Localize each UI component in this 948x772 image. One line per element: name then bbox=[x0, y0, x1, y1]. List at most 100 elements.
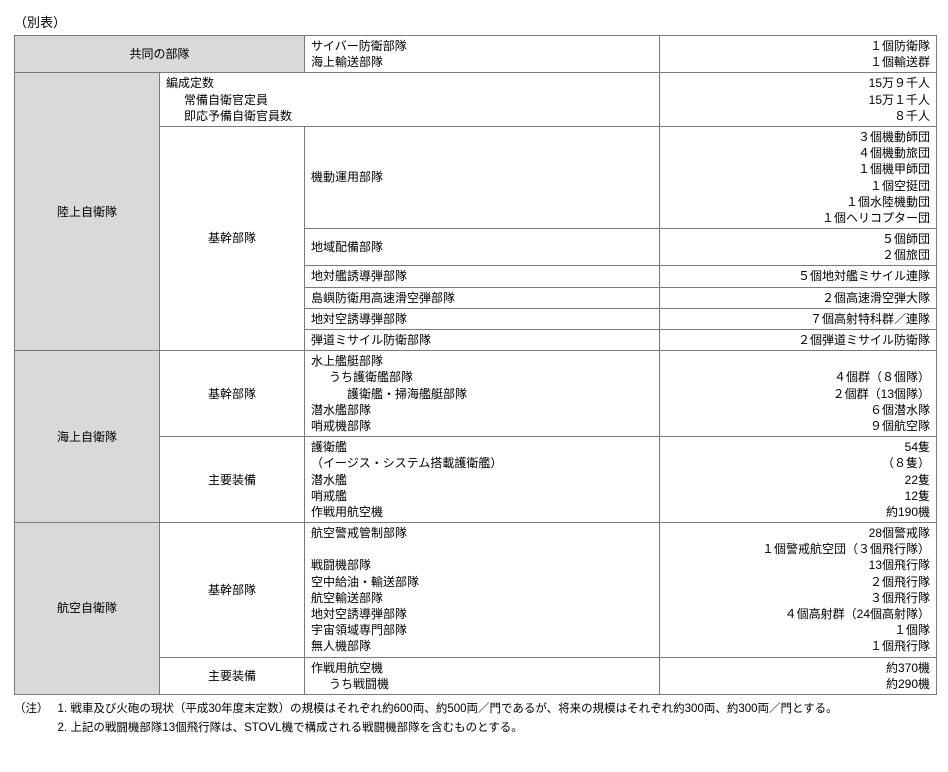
cell-text: 約290機 bbox=[886, 677, 930, 691]
cell-text: ４個群（８個隊） bbox=[834, 370, 930, 384]
gsdf-regional-label: 地域配備部隊 bbox=[305, 229, 660, 266]
table-row: 共同の部隊 サイバー防衛部隊 海上輸送部隊 １個防衛隊 １個輸送群 bbox=[15, 36, 937, 73]
cell-text: 哨戒艦 bbox=[311, 489, 347, 503]
cell-text: 空中給油・輸送部隊 bbox=[311, 575, 419, 589]
cell-text: 戦闘機部隊 bbox=[311, 558, 371, 572]
gsdf-personnel-values: 15万９千人 15万１千人 ８千人 bbox=[660, 73, 937, 127]
cell-text: 護衛艦 bbox=[311, 440, 347, 454]
cell-text: 54隻 bbox=[905, 440, 930, 454]
cell-text: 約370機 bbox=[886, 661, 930, 675]
cell-text: 宇宙領域専門部隊 bbox=[311, 623, 407, 637]
notes: （注） 戦車及び火砲の現状（平成30年度末定数）の規模はそれぞれ約600両、約5… bbox=[14, 701, 934, 738]
cell-text: １個機甲師団 bbox=[858, 162, 930, 176]
note-item: 上記の戦闘機部隊13個飛行隊は、STOVL機で構成される戦闘機部隊を含むものとす… bbox=[70, 720, 837, 737]
cell-text: 潜水艦部隊 bbox=[311, 403, 371, 417]
gsdf-island-label: 島嶼防衛用高速滑空弾部隊 bbox=[305, 287, 660, 308]
msdf-equip-label: 主要装備 bbox=[160, 437, 305, 523]
notes-list: 戦車及び火砲の現状（平成30年度末定数）の規模はそれぞれ約600両、約500両／… bbox=[54, 701, 837, 738]
cell-text: １個水陸機動団 bbox=[846, 195, 930, 209]
joint-values: １個防衛隊 １個輸送群 bbox=[660, 36, 937, 73]
cell-text: １個ヘリコプター団 bbox=[822, 211, 930, 225]
cell-text: 潜水艦 bbox=[311, 473, 347, 487]
cell-text: １個空挺団 bbox=[870, 179, 930, 193]
cell-text: 地対空誘導弾部隊 bbox=[311, 607, 407, 621]
cell-text: １個防衛隊 bbox=[870, 39, 930, 53]
asdf-header: 航空自衛隊 bbox=[15, 523, 160, 695]
cell-text: 海上輸送部隊 bbox=[311, 55, 383, 69]
gsdf-personnel-lines: 編成定数 常備自衛官定員 即応予備自衛官員数 bbox=[160, 73, 660, 127]
msdf-equip-values: 54隻 （８隻） 22隻 12隻 約190機 bbox=[660, 437, 937, 523]
gsdf-header: 陸上自衛隊 bbox=[15, 73, 160, 351]
cell-text: １個警戒航空団（３個飛行隊） bbox=[762, 542, 930, 556]
cell-text: （８隻） bbox=[882, 456, 930, 470]
cell-text: ４個高射群（24個高射隊） bbox=[785, 607, 930, 621]
cell-text: 12隻 bbox=[905, 489, 930, 503]
cell-text: 即応予備自衛官員数 bbox=[166, 108, 292, 124]
notes-label: （注） bbox=[14, 701, 54, 738]
cell-text: 航空警戒管制部隊 bbox=[311, 526, 407, 540]
table-title: （別表） bbox=[14, 12, 934, 31]
cell-text: ３個飛行隊 bbox=[870, 591, 930, 605]
cell-text: （イージス・システム搭載護衛艦） bbox=[311, 456, 502, 470]
gsdf-ashm-value: ５個地対艦ミサイル連隊 bbox=[660, 266, 937, 287]
asdf-core-lines: 航空警戒管制部隊 戦闘機部隊 空中給油・輸送部隊 航空輸送部隊 地対空誘導弾部隊… bbox=[305, 523, 660, 658]
cell-text: ４個機動旅団 bbox=[858, 146, 930, 160]
cell-text: 無人機部隊 bbox=[311, 639, 371, 653]
cell-text: 22隻 bbox=[905, 473, 930, 487]
gsdf-regional-values: ５個師団 ２個旅団 bbox=[660, 229, 937, 266]
cell-text: ２個旅団 bbox=[882, 248, 930, 262]
note-item: 戦車及び火砲の現状（平成30年度末定数）の規模はそれぞれ約600両、約500両／… bbox=[70, 701, 837, 718]
cell-text: ６個潜水隊 bbox=[870, 403, 930, 417]
cell-text: ８千人 bbox=[894, 109, 930, 123]
cell-text: 哨戒機部隊 bbox=[311, 419, 371, 433]
cell-text: １個飛行隊 bbox=[870, 639, 930, 653]
cell-text: 28個警戒隊 bbox=[869, 526, 930, 540]
gsdf-sam-label: 地対空誘導弾部隊 bbox=[305, 308, 660, 329]
gsdf-bmd-value: ２個弾道ミサイル防衛隊 bbox=[660, 330, 937, 351]
cell-text: １個輸送群 bbox=[870, 55, 930, 69]
msdf-header: 海上自衛隊 bbox=[15, 351, 160, 523]
msdf-equip-lines: 護衛艦 （イージス・システム搭載護衛艦） 潜水艦 哨戒艦 作戦用航空機 bbox=[305, 437, 660, 523]
cell-text: サイバー防衛部隊 bbox=[311, 39, 407, 53]
cell-text: 作戦用航空機 bbox=[311, 661, 383, 675]
joint-units: サイバー防衛部隊 海上輸送部隊 bbox=[305, 36, 660, 73]
cell-text: 15万９千人 bbox=[869, 76, 930, 90]
gsdf-mobile-values: ３個機動師団 ４個機動旅団 １個機甲師団 １個空挺団 １個水陸機動団 １個ヘリコ… bbox=[660, 126, 937, 228]
cell-text: 約190機 bbox=[886, 505, 930, 519]
asdf-equip-values: 約370機 約290機 bbox=[660, 657, 937, 694]
appendix-table: 共同の部隊 サイバー防衛部隊 海上輸送部隊 １個防衛隊 １個輸送群 陸上自衛隊 … bbox=[14, 35, 937, 695]
asdf-core-values: 28個警戒隊 １個警戒航空団（３個飛行隊） 13個飛行隊 ２個飛行隊 ３個飛行隊… bbox=[660, 523, 937, 658]
gsdf-island-value: ２個高速滑空弾大隊 bbox=[660, 287, 937, 308]
gsdf-bmd-label: 弾道ミサイル防衛部隊 bbox=[305, 330, 660, 351]
cell-text: うち戦闘機 bbox=[311, 676, 389, 692]
gsdf-core-label: 基幹部隊 bbox=[160, 126, 305, 350]
cell-text: ３個機動師団 bbox=[858, 130, 930, 144]
gsdf-ashm-label: 地対艦誘導弾部隊 bbox=[305, 266, 660, 287]
msdf-core-values: ４個群（８個隊） ２個群（13個隊） ６個潜水隊 ９個航空隊 bbox=[660, 351, 937, 437]
cell-text: ５個師団 bbox=[882, 232, 930, 246]
table-row: 航空自衛隊 基幹部隊 航空警戒管制部隊 戦闘機部隊 空中給油・輸送部隊 航空輸送… bbox=[15, 523, 937, 658]
cell-text: ２個飛行隊 bbox=[870, 575, 930, 589]
cell-text: 編成定数 bbox=[166, 76, 214, 90]
table-row: 陸上自衛隊 編成定数 常備自衛官定員 即応予備自衛官員数 15万９千人 15万１… bbox=[15, 73, 937, 127]
cell-text: １個隊 bbox=[894, 623, 930, 637]
cell-text: ２個群（13個隊） bbox=[833, 387, 930, 401]
cell-text: 護衛艦・掃海艦艇部隊 bbox=[311, 386, 467, 402]
cell-text: 13個飛行隊 bbox=[869, 558, 930, 572]
cell-text: 水上艦艇部隊 bbox=[311, 354, 383, 368]
msdf-core-label: 基幹部隊 bbox=[160, 351, 305, 437]
gsdf-sam-value: ７個高射特科群／連隊 bbox=[660, 308, 937, 329]
cell-text: うち護衛艦部隊 bbox=[311, 369, 413, 385]
cell-text: 15万１千人 bbox=[869, 93, 930, 107]
joint-header: 共同の部隊 bbox=[15, 36, 305, 73]
cell-text: 常備自衛官定員 bbox=[166, 92, 268, 108]
asdf-equip-lines: 作戦用航空機 うち戦闘機 bbox=[305, 657, 660, 694]
asdf-core-label: 基幹部隊 bbox=[160, 523, 305, 658]
gsdf-mobile-label: 機動運用部隊 bbox=[305, 126, 660, 228]
msdf-core-lines: 水上艦艇部隊 うち護衛艦部隊 護衛艦・掃海艦艇部隊 潜水艦部隊 哨戒機部隊 bbox=[305, 351, 660, 437]
table-row: 海上自衛隊 基幹部隊 水上艦艇部隊 うち護衛艦部隊 護衛艦・掃海艦艇部隊 潜水艦… bbox=[15, 351, 937, 437]
cell-text: 航空輸送部隊 bbox=[311, 591, 383, 605]
asdf-equip-label: 主要装備 bbox=[160, 657, 305, 694]
cell-text: ９個航空隊 bbox=[870, 419, 930, 433]
cell-text: 作戦用航空機 bbox=[311, 505, 383, 519]
